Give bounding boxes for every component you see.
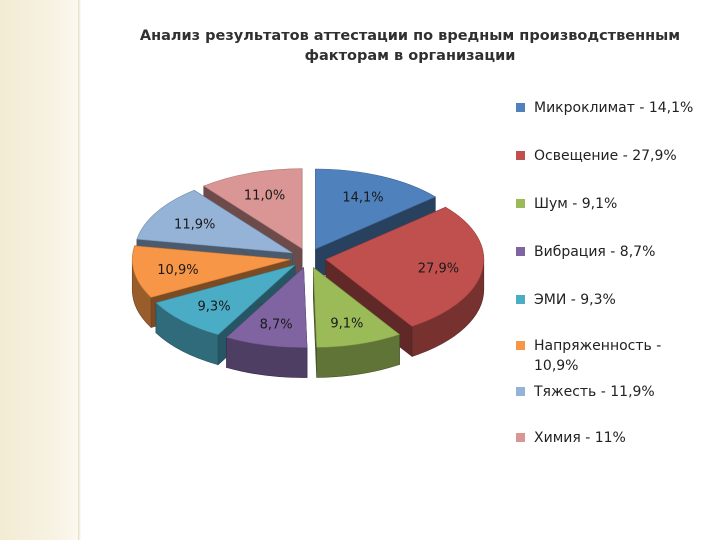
chart-title-line-1: Анализ результатов аттестации по вредным… xyxy=(139,28,681,44)
legend-swatch-7 xyxy=(516,387,525,396)
legend-label-7: Тяжесть - 11,9% xyxy=(534,384,655,400)
legend-swatch-5 xyxy=(516,295,525,304)
pie-slice-8 xyxy=(203,168,303,250)
pie-slice-5 xyxy=(155,264,296,336)
legend-swatch-1 xyxy=(516,103,525,112)
pie-slice-4 xyxy=(225,266,308,348)
legend-label-6: Напряженность - 10,9% xyxy=(534,338,662,374)
pie-slice-2 xyxy=(325,206,485,327)
data-label-3: 9,1% xyxy=(330,317,363,332)
legend-label-1: Микроклимат - 14,1% xyxy=(534,100,694,116)
decorative-left-band xyxy=(0,0,78,540)
legend-label-4: Вибрация - 8,7% xyxy=(534,244,656,260)
data-label-4: 8,7% xyxy=(260,317,293,332)
legend-swatch-2 xyxy=(516,151,525,160)
data-label-2: 27,9% xyxy=(418,262,459,277)
chart-title: Анализ результатов аттестации по вредным… xyxy=(130,26,690,66)
legend-label-3: Шум - 9,1% xyxy=(534,196,618,212)
data-label-5: 9,3% xyxy=(198,299,231,314)
legend-label-2: Освещение - 27,9% xyxy=(534,148,677,164)
pie-slice-6 xyxy=(131,245,291,298)
legend-label-5: ЭМИ - 9,3% xyxy=(534,292,616,308)
legend-label-8: Химия - 11% xyxy=(534,430,626,446)
chart-title-line-2: факторам в организации xyxy=(304,48,516,64)
data-label-7: 11,9% xyxy=(174,218,215,233)
decorative-band-edge xyxy=(78,0,81,540)
pie-slice-7 xyxy=(136,189,293,254)
data-label-6: 10,9% xyxy=(157,263,198,278)
data-label-8: 11,0% xyxy=(244,188,285,203)
pie-slice-1 xyxy=(315,168,437,250)
legend-swatch-8 xyxy=(516,433,525,442)
pie-slice-3 xyxy=(312,266,401,348)
data-label-1: 14,1% xyxy=(342,191,383,206)
legend-swatch-4 xyxy=(516,247,525,256)
legend-swatch-6 xyxy=(516,341,525,350)
legend-swatch-3 xyxy=(516,199,525,208)
